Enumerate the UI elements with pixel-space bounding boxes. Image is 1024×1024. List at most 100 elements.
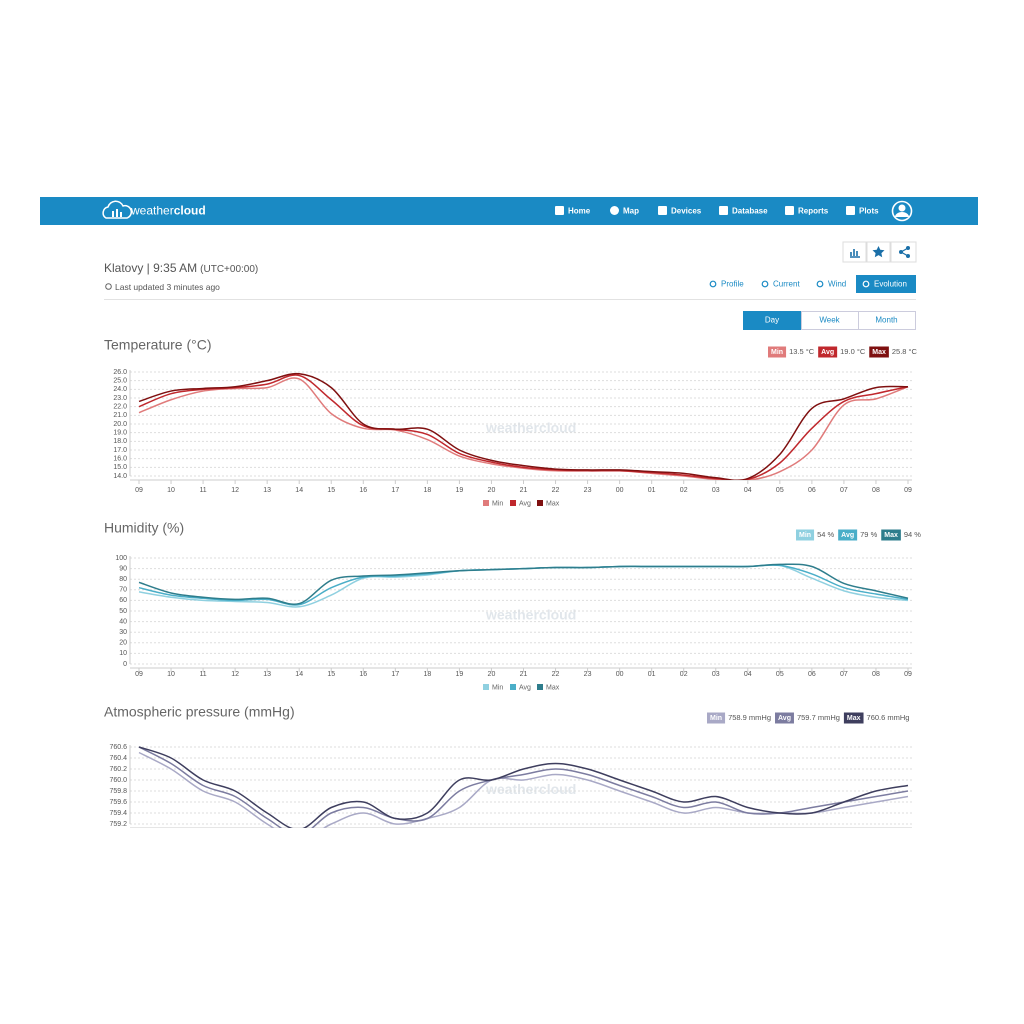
x-tick-label: 05 (776, 487, 784, 494)
tab-icon (862, 280, 870, 288)
charts: Temperature (°C) Min 13.5 °C Avg 19.0 °C Max 2… (104, 337, 921, 828)
y-tick-label: 60 (119, 597, 127, 604)
x-tick-label: 17 (391, 671, 399, 678)
x-tick-label: 10 (167, 487, 175, 494)
nav-item[interactable]: Plots (846, 206, 879, 216)
y-tick-label: 22.0 (113, 404, 127, 411)
tab-icon (816, 280, 824, 288)
station-timezone: (UTC+00:00) (200, 264, 258, 275)
x-tick-label: 02 (680, 671, 688, 678)
x-tick-label: 11 (199, 487, 206, 494)
legend-item[interactable]: Min (483, 684, 503, 691)
x-tick-label: 06 (808, 487, 816, 494)
badge-label: Max (872, 349, 886, 356)
y-tick-label: 759.4 (109, 810, 127, 817)
x-tick-label: 12 (231, 671, 239, 678)
avatar[interactable] (891, 200, 913, 222)
button-box (890, 241, 917, 263)
tab[interactable]: Evolution (856, 275, 916, 293)
nav-label: Map (623, 207, 639, 216)
badge-label: Avg (841, 532, 854, 539)
x-tick-label: 12 (231, 487, 239, 494)
x-tick-label: 05 (776, 671, 784, 678)
x-tick-label: 18 (423, 671, 431, 678)
favorite-button[interactable] (866, 241, 891, 263)
tab-label: Evolution (874, 280, 907, 289)
nav-item[interactable]: Map (610, 206, 639, 216)
x-tick-label: 18 (423, 487, 431, 494)
x-tick-label: 07 (840, 671, 848, 678)
x-tick-label: 23 (584, 487, 592, 494)
x-tick-label: 22 (552, 671, 560, 678)
nav-item[interactable]: Devices (658, 206, 702, 216)
nav-icon (658, 206, 667, 215)
period-button[interactable]: Week (801, 311, 859, 330)
badge-value: 760.6 mmHg (867, 713, 910, 722)
period-button[interactable]: Day (743, 311, 802, 330)
tab[interactable]: Wind (816, 280, 846, 289)
legend-item[interactable]: Avg (510, 684, 531, 691)
nav-item[interactable]: Database (719, 206, 768, 216)
tab[interactable]: Profile (709, 280, 744, 289)
summary-badge: Max 94 % (881, 529, 921, 541)
chart-button[interactable] (842, 241, 867, 263)
legend-label: Max (546, 684, 560, 691)
x-tick-label: 01 (648, 671, 656, 678)
x-tick-label: 22 (552, 487, 560, 494)
tab-active-bg (856, 275, 916, 293)
nav-item[interactable]: Reports (785, 206, 829, 216)
chart-title: Atmospheric pressure (mmHg) (104, 704, 295, 720)
x-tick-label: 09 (904, 671, 912, 678)
y-tick-label: 20 (119, 640, 127, 647)
series-line (138, 377, 909, 480)
x-tick-label: 14 (295, 487, 303, 494)
legend-item[interactable]: Max (537, 684, 560, 691)
badge-value: 94 % (904, 530, 921, 539)
badge-box (838, 529, 858, 541)
tab[interactable]: Current (761, 280, 800, 289)
y-tick-label: 14.0 (113, 473, 127, 480)
y-tick-label: 25.0 (113, 378, 127, 385)
badge-value: 759.7 mmHg (797, 713, 840, 722)
watermark: weathercloud (485, 781, 576, 797)
button-icon (872, 246, 885, 258)
x-tick-label: 13 (263, 671, 271, 678)
summary-badge: Avg 79 % (838, 529, 878, 541)
badge-value: 19.0 °C (840, 347, 866, 356)
y-tick-label: 23.0 (113, 395, 127, 402)
y-tick-label: 100 (115, 555, 127, 562)
x-tick-label: 23 (584, 671, 592, 678)
nav-icon (846, 206, 855, 215)
summary-badge: Min 758.9 mmHg (707, 712, 771, 724)
station-name: Klatovy | 9:35 AM (104, 261, 197, 275)
y-tick-label: 16.0 (113, 456, 127, 463)
legend-item[interactable]: Min (483, 500, 503, 507)
nav-item[interactable]: Home (555, 206, 591, 216)
top-bar (40, 197, 978, 225)
x-tick-label: 21 (520, 671, 528, 678)
x-tick-label: 21 (520, 487, 528, 494)
legend-label: Max (546, 500, 560, 507)
y-tick-label: 19.0 (113, 430, 127, 437)
x-tick-label: 17 (391, 487, 399, 494)
period-button[interactable]: Month (858, 311, 916, 330)
y-tick-label: 26.0 (113, 369, 127, 376)
summary-badge: Max 760.6 mmHg (843, 712, 910, 724)
y-tick-label: 760.0 (109, 777, 127, 784)
x-tick-label: 16 (359, 671, 367, 678)
badge-box (775, 712, 794, 724)
period-switch: Day Week Month (743, 311, 916, 330)
logo[interactable]: weathercloud (102, 200, 206, 219)
badge-label: Min (799, 532, 811, 539)
chart: Atmospheric pressure (mmHg) Min 758.9 mmHg… (104, 704, 912, 828)
legend-item[interactable]: Avg (510, 500, 531, 507)
y-tick-label: 50 (119, 608, 127, 615)
share-button[interactable] (890, 241, 917, 263)
nav-icon (555, 206, 564, 215)
legend-item[interactable]: Max (537, 500, 560, 507)
chart-title: Temperature (°C) (104, 337, 212, 353)
badge-label: Max (847, 715, 861, 722)
nav-label: Plots (859, 207, 879, 216)
button-icon (906, 254, 910, 258)
